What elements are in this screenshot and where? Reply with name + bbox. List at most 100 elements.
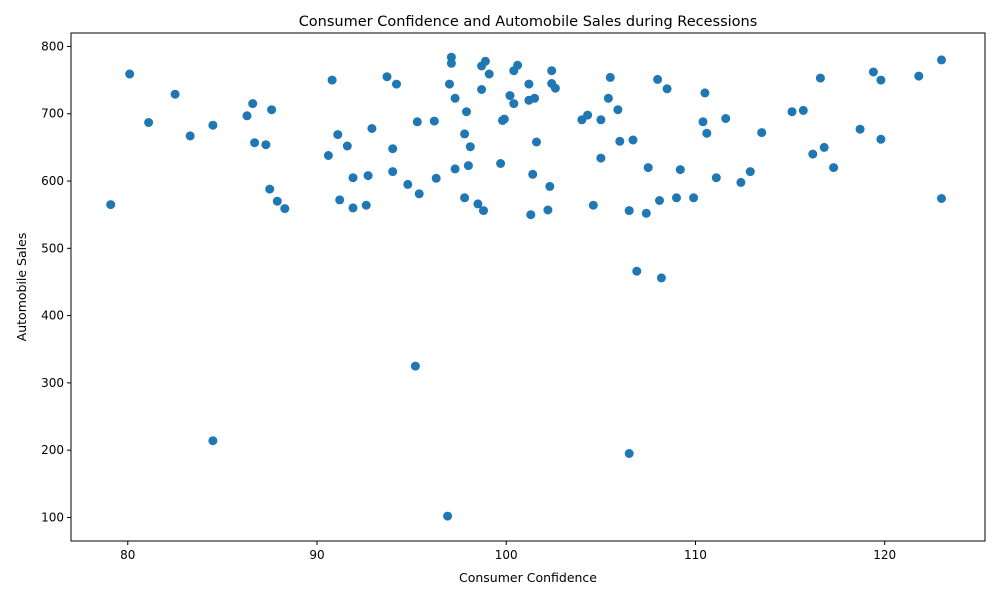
data-point: [605, 72, 615, 82]
data-point: [615, 136, 625, 146]
data-point: [876, 134, 886, 144]
data-point: [261, 140, 271, 150]
data-point: [462, 107, 471, 117]
data-point: [348, 203, 358, 213]
data-point: [632, 266, 642, 276]
data-point: [524, 79, 534, 89]
data-point: [480, 56, 490, 66]
data-point: [443, 511, 453, 521]
data-point: [460, 129, 470, 139]
data-point: [445, 79, 454, 89]
data-point: [543, 205, 553, 215]
data-point: [484, 69, 494, 79]
y-tick-label: 700: [41, 107, 64, 121]
data-point: [496, 159, 506, 168]
data-point: [700, 88, 710, 98]
data-point: [335, 195, 345, 205]
data-point: [479, 206, 488, 216]
data-point: [106, 200, 116, 210]
data-point: [125, 69, 135, 79]
data-point: [242, 111, 252, 121]
data-point: [545, 181, 555, 191]
data-point: [505, 91, 515, 101]
data-point: [819, 142, 829, 152]
points-layer: [106, 52, 946, 521]
data-point: [267, 105, 277, 115]
x-tick-label: 80: [120, 548, 135, 562]
data-point: [323, 151, 333, 160]
y-tick-label: 400: [41, 309, 64, 323]
x-tick-label: 100: [495, 548, 518, 562]
data-point: [392, 79, 401, 89]
data-point: [914, 71, 924, 81]
data-point: [465, 142, 475, 152]
data-point: [798, 105, 808, 115]
data-point: [367, 124, 377, 133]
data-point: [829, 163, 839, 173]
data-point: [550, 83, 560, 93]
y-axis: 100 200 300 400 500 600 700 800: [41, 39, 71, 524]
data-point: [388, 144, 398, 154]
data-point: [513, 60, 523, 70]
chart-title: Consumer Confidence and Automobile Sales…: [299, 14, 758, 30]
data-point: [250, 138, 260, 148]
data-point: [460, 193, 470, 203]
data-point: [855, 124, 865, 134]
data-point: [588, 200, 598, 210]
data-point: [547, 66, 557, 76]
data-point: [208, 120, 218, 130]
x-tick-label: 120: [873, 548, 896, 562]
data-point: [265, 184, 275, 194]
data-point: [628, 135, 638, 145]
data-point: [532, 137, 541, 147]
x-tick-label: 90: [309, 548, 324, 562]
data-point: [937, 55, 946, 65]
data-point: [662, 84, 672, 94]
data-point: [333, 130, 343, 140]
data-point: [382, 72, 392, 82]
data-point: [721, 114, 731, 123]
y-tick-label: 500: [41, 241, 64, 255]
data-point: [473, 199, 483, 209]
data-point: [530, 93, 540, 103]
data-point: [526, 210, 536, 220]
data-point: [613, 105, 623, 115]
data-point: [403, 179, 413, 189]
x-axis-label: Consumer Confidence: [459, 570, 597, 585]
data-point: [446, 58, 456, 68]
data-point: [348, 173, 358, 183]
data-point: [272, 196, 282, 206]
data-point: [450, 164, 460, 174]
data-point: [208, 436, 218, 446]
data-point: [463, 161, 473, 171]
data-point: [808, 149, 818, 159]
data-point: [653, 74, 663, 84]
data-point: [509, 99, 519, 109]
data-point: [675, 165, 685, 175]
data-point: [815, 73, 825, 83]
data-point: [698, 117, 708, 127]
data-point: [583, 110, 593, 120]
data-point: [624, 449, 634, 458]
data-point: [702, 128, 712, 138]
data-point: [528, 169, 538, 179]
data-point: [736, 177, 746, 187]
data-point: [624, 206, 634, 216]
x-tick-label: 110: [684, 548, 707, 562]
data-point: [388, 167, 398, 177]
data-point: [363, 171, 373, 181]
data-point: [672, 193, 681, 203]
data-point: [477, 85, 487, 94]
y-tick-label: 800: [41, 39, 64, 53]
data-point: [327, 75, 337, 85]
data-point: [414, 189, 424, 199]
data-point: [429, 116, 439, 126]
y-tick-label: 100: [41, 510, 64, 524]
data-point: [596, 153, 606, 163]
data-point: [655, 196, 664, 205]
data-point: [596, 115, 606, 125]
data-point: [868, 67, 878, 77]
data-point: [603, 93, 613, 103]
data-point: [450, 93, 460, 103]
